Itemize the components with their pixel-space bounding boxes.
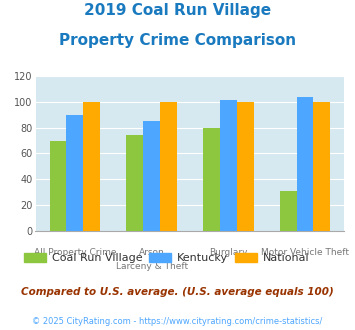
Text: All Property Crime: All Property Crime xyxy=(34,248,116,257)
Bar xyxy=(280,191,296,231)
Text: 2019 Coal Run Village: 2019 Coal Run Village xyxy=(84,3,271,18)
Bar xyxy=(126,135,143,231)
Bar xyxy=(203,128,220,231)
Text: Property Crime Comparison: Property Crime Comparison xyxy=(59,33,296,48)
Bar xyxy=(296,97,313,231)
Bar xyxy=(50,141,66,231)
Bar xyxy=(143,121,160,231)
Bar xyxy=(313,102,330,231)
Bar xyxy=(220,100,237,231)
Text: © 2025 CityRating.com - https://www.cityrating.com/crime-statistics/: © 2025 CityRating.com - https://www.city… xyxy=(32,317,323,326)
Text: Burglary: Burglary xyxy=(209,248,247,257)
Bar xyxy=(66,115,83,231)
Bar xyxy=(160,102,177,231)
Text: Compared to U.S. average. (U.S. average equals 100): Compared to U.S. average. (U.S. average … xyxy=(21,287,334,297)
Text: Arson: Arson xyxy=(139,248,164,257)
Bar xyxy=(83,102,100,231)
Bar xyxy=(237,102,253,231)
Text: Motor Vehicle Theft: Motor Vehicle Theft xyxy=(261,248,349,257)
Text: Larceny & Theft: Larceny & Theft xyxy=(115,262,188,271)
Legend: Coal Run Village, Kentucky, National: Coal Run Village, Kentucky, National xyxy=(20,248,314,268)
